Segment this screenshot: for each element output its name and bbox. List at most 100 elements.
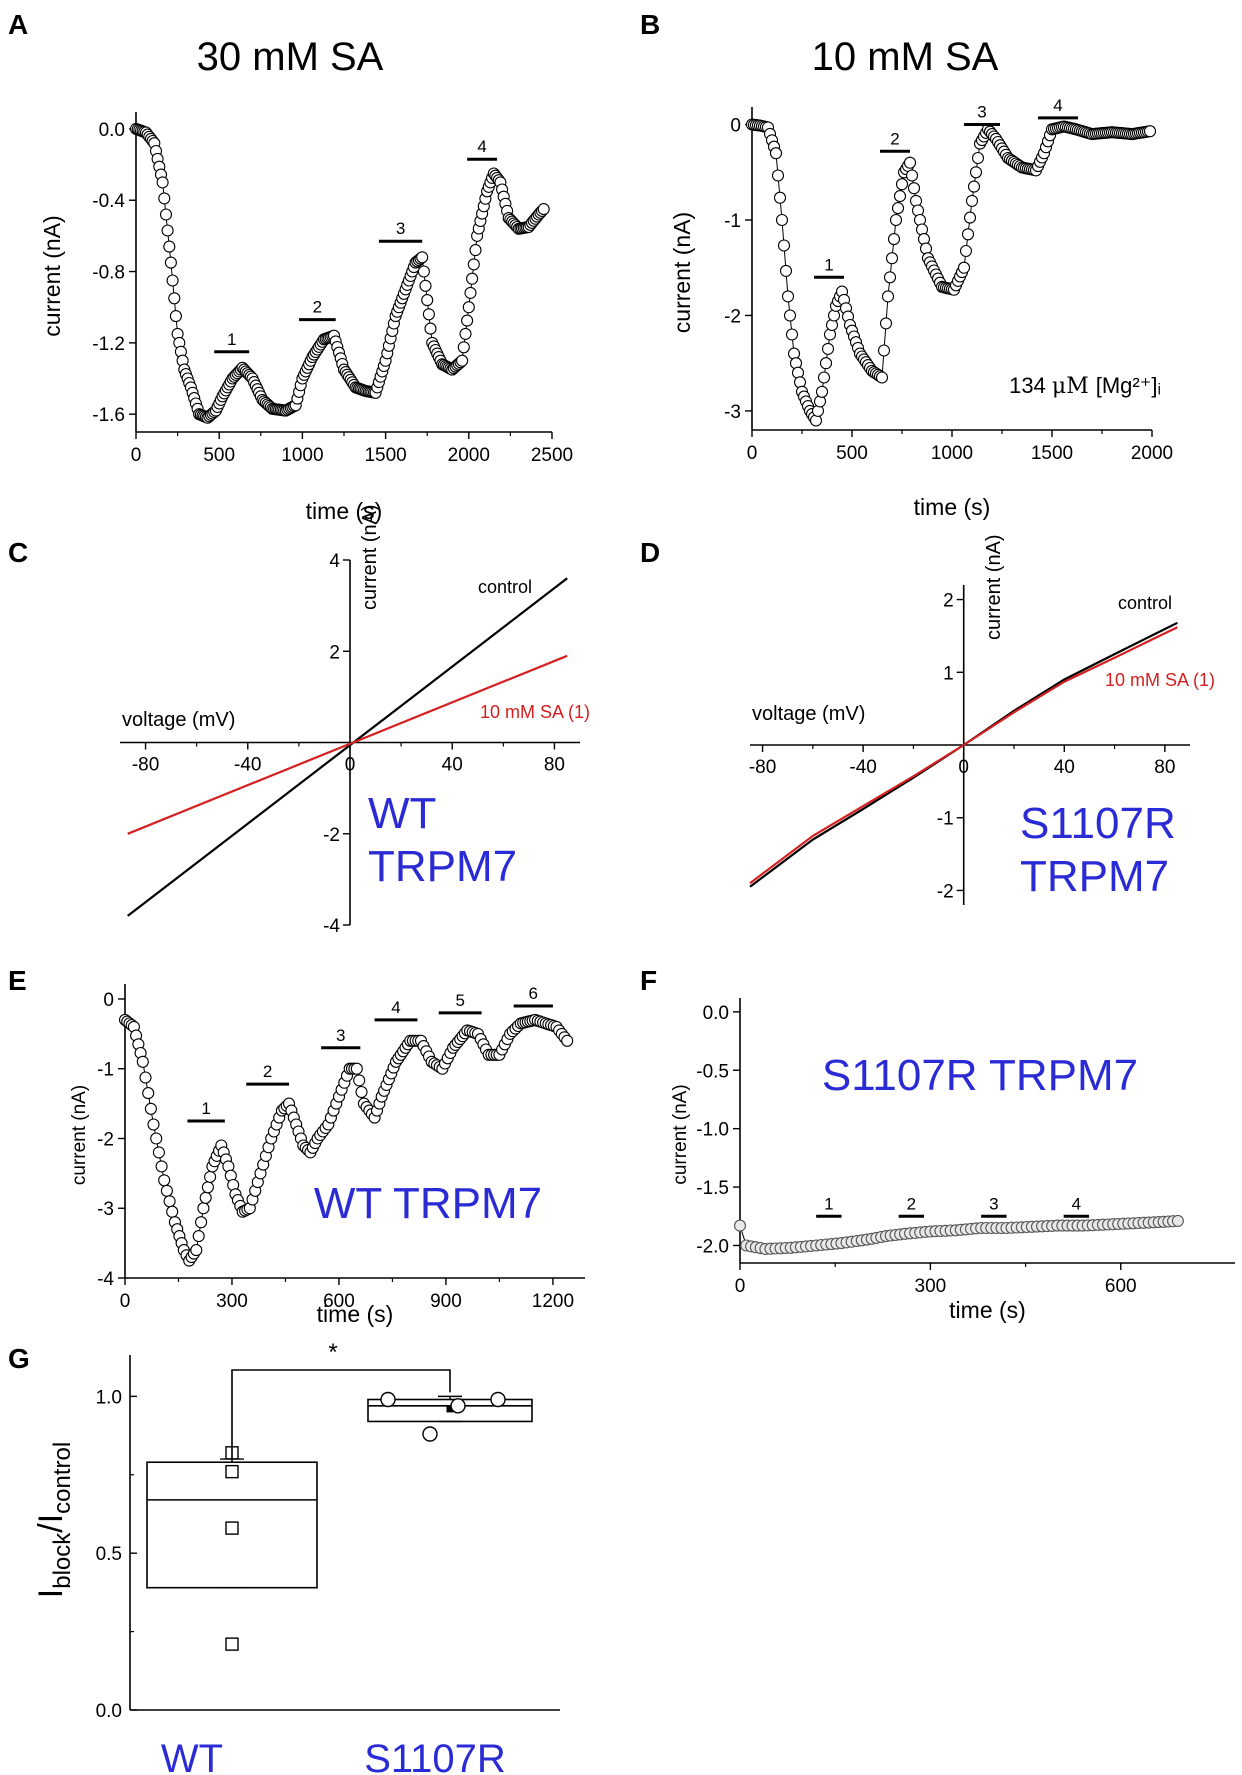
panel-b: B 10 mM SA 0 500 1000 1500 2000 0 -1 -2 -3 time (s)… <box>640 9 1173 520</box>
significance-marker: * <box>328 1339 337 1366</box>
data-point <box>380 1391 396 1408</box>
data-point <box>225 1521 239 1535</box>
application-bar-label: 2 <box>890 129 899 148</box>
data-point <box>421 294 434 307</box>
overlay-label: TRPM7 <box>1020 852 1169 901</box>
data-point <box>957 261 971 274</box>
data-point <box>775 213 789 227</box>
data-point <box>164 256 177 269</box>
y-tick-label: -2 <box>937 881 954 902</box>
mean-marker <box>446 1405 454 1413</box>
application-bar-label: 3 <box>977 103 986 122</box>
x-tick-label: 600 <box>323 1291 355 1312</box>
data-point <box>815 385 829 398</box>
y-tick-label: -1 <box>937 809 954 830</box>
panel-e: E 0 300 600 900 1200 0 -1 -2 -3 -4 time (s) current … <box>8 965 585 1327</box>
y-tick-label: -0.5 <box>696 1061 729 1082</box>
panel-d: D -80 -40 0 40 80 2 1 -1 -2 voltage (mV) current (n… <box>640 534 1215 905</box>
x-tick-label: 1500 <box>364 445 406 466</box>
data-point <box>963 211 977 224</box>
panel-f: F 0 300 600 0.0 -0.5 -1.0 -1.5 -2.0 time (s) curre… <box>640 965 1235 1323</box>
data-point <box>777 239 791 252</box>
data-point <box>733 1219 747 1232</box>
data-point <box>204 1170 217 1183</box>
y-tick-label: 0.0 <box>99 120 125 141</box>
y-tick-label: -1.6 <box>92 405 125 426</box>
x-tick-label: 2500 <box>531 445 573 466</box>
data-point <box>971 151 985 165</box>
x-axis-title: voltage (mV) <box>122 709 235 731</box>
data-point <box>166 274 179 287</box>
x-tick-label: 900 <box>430 1291 462 1312</box>
data-point <box>159 208 173 221</box>
data-point <box>201 1181 214 1194</box>
y-tick-label: -2 <box>323 825 340 846</box>
application-bar-label: 3 <box>336 1026 345 1045</box>
y-tick-label: -4 <box>323 916 340 937</box>
data-point <box>139 1071 152 1084</box>
x-tick-label: 500 <box>203 445 235 466</box>
y-axis-title: current (nA) <box>670 1084 691 1184</box>
y-tick-label: 2 <box>943 591 954 612</box>
x-tick-label: 2000 <box>1131 443 1173 464</box>
category-label-s1107r: S1107R <box>364 1737 506 1775</box>
data-point <box>817 371 831 384</box>
data-point <box>462 301 475 314</box>
data-point <box>781 290 795 303</box>
data-point <box>416 251 429 264</box>
y-tick-label: 0.0 <box>703 1003 729 1024</box>
x-axis-title: time (s) <box>306 498 383 524</box>
data-point <box>169 310 182 323</box>
x-tick-label: -40 <box>849 757 876 778</box>
x-tick-label: 2000 <box>448 445 490 466</box>
data-point <box>355 1085 368 1099</box>
data-point <box>150 1132 163 1145</box>
application-bar-label: 2 <box>313 298 322 317</box>
x-tick-label: -80 <box>132 755 159 776</box>
x-tick-label: 600 <box>1105 1276 1137 1297</box>
data-point <box>905 169 919 182</box>
y-tick-label: -1.2 <box>92 334 125 355</box>
data-point <box>195 1216 208 1229</box>
overlay-label: TRPM7 <box>368 842 517 891</box>
data-point <box>147 1118 160 1131</box>
data-point <box>1143 125 1157 138</box>
data-point <box>469 244 482 257</box>
data-point <box>1171 1214 1184 1227</box>
x-tick-label: 0 <box>958 757 969 778</box>
y-axis-title: current (nA) <box>39 215 65 336</box>
y-tick-label: 1 <box>943 663 954 684</box>
y-tick-label: -2 <box>724 306 741 327</box>
y-tick-label: -1.5 <box>696 1178 729 1199</box>
data-point <box>967 180 981 193</box>
data-point <box>422 1426 438 1442</box>
data-point <box>190 1244 203 1257</box>
data-point <box>464 286 477 299</box>
x-tick-label: 0 <box>747 443 758 464</box>
data-point <box>893 190 907 203</box>
data-point <box>887 233 901 246</box>
y-axis-title: Iblock/Icontrol <box>32 1442 76 1598</box>
series-line-treated <box>749 626 1178 885</box>
panel-title: 10 mM SA <box>812 35 999 79</box>
panel-g: G 0.0 0.5 1.0 Iblock/Icontrol WT S1107R * <box>8 1339 560 1775</box>
y-tick-label: 2 <box>329 642 340 663</box>
y-tick-label: -1 <box>97 1060 114 1081</box>
data-point <box>457 341 470 354</box>
category-label-wt: WT <box>161 1737 223 1775</box>
data-point <box>785 328 799 341</box>
significance-bracket <box>231 1369 451 1460</box>
application-bar-label: 3 <box>396 219 405 238</box>
x-tick-label: 80 <box>544 755 565 776</box>
data-point <box>192 1230 205 1243</box>
data-point <box>144 1102 157 1115</box>
x-tick-label: 1000 <box>281 445 323 466</box>
application-bar-label: 1 <box>227 330 236 349</box>
y-tick-label: -3 <box>97 1199 114 1220</box>
data-point <box>163 1195 176 1208</box>
data-point <box>895 178 909 191</box>
data-point <box>158 1174 171 1187</box>
x-tick-label: 500 <box>836 443 868 464</box>
y-tick-label: -1.0 <box>696 1120 729 1141</box>
